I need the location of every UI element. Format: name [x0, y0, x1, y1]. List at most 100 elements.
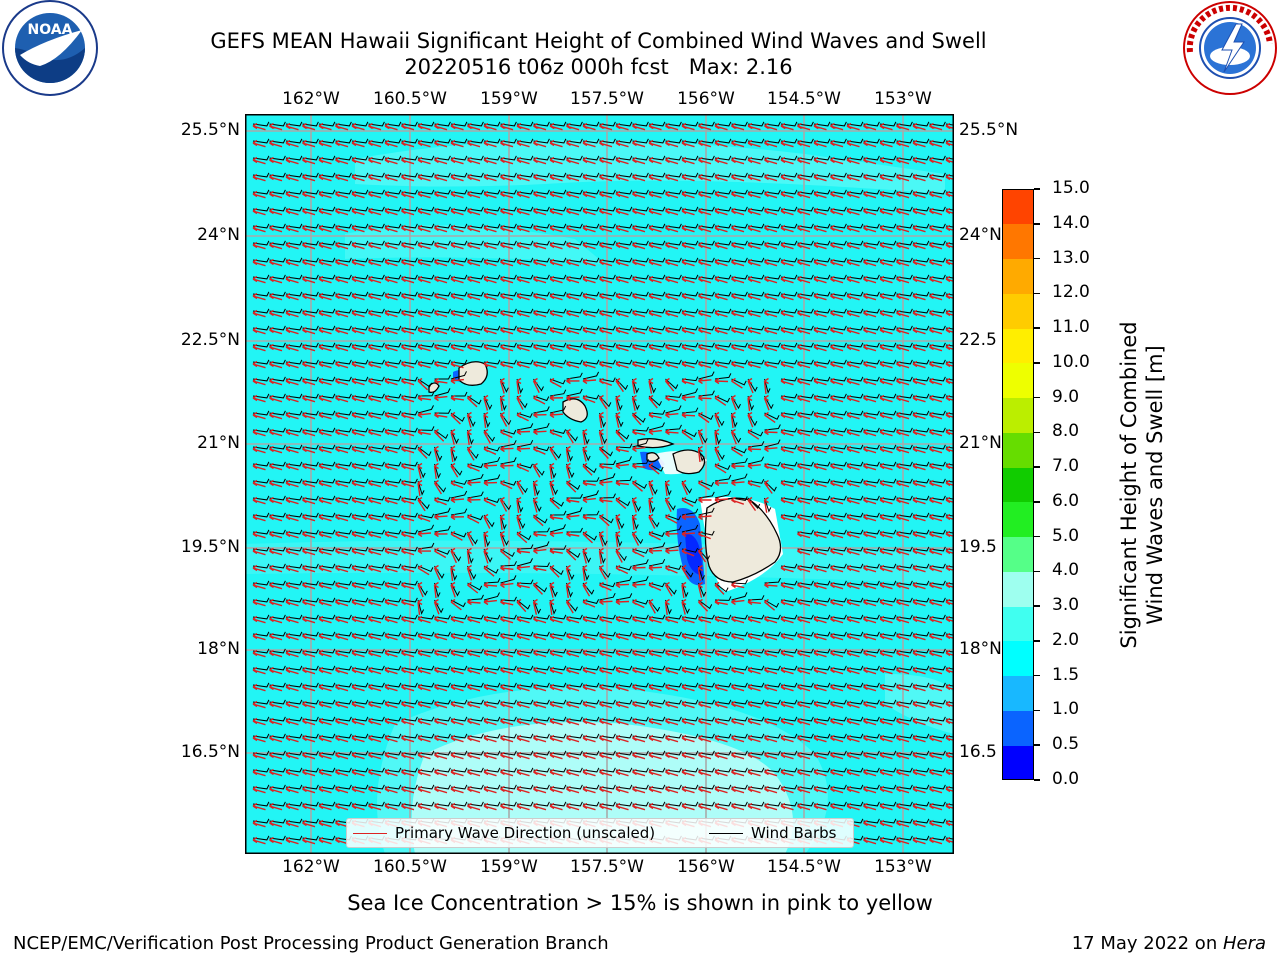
wind-barb: [450, 223, 468, 229]
colorbar-segment: [1003, 432, 1033, 468]
wind-barb: [450, 240, 468, 246]
wave-direction-arrow: [747, 309, 761, 318]
wave-direction-arrow: [945, 156, 954, 164]
colorbar-tick-mark: [1034, 431, 1040, 434]
wave-direction-arrow: [566, 547, 577, 561]
wind-barb: [252, 206, 270, 212]
wave-direction-arrow: [813, 122, 827, 131]
wind-barb: [599, 325, 616, 331]
wave-direction-arrow: [318, 275, 332, 284]
wind-barb: [714, 463, 731, 471]
wave-direction-arrow: [896, 122, 910, 131]
wind-barb: [417, 138, 435, 144]
wind-barb: [483, 577, 501, 584]
wind-barb: [896, 546, 913, 552]
wave-direction-arrow: [797, 258, 811, 267]
wind-barb: [549, 389, 567, 397]
wave-direction-arrow: [599, 479, 613, 487]
wind-barb: [665, 189, 682, 195]
wave-direction-arrow: [632, 224, 646, 233]
wave-direction-arrow: [813, 496, 827, 505]
wave-direction-arrow: [731, 292, 745, 301]
wave-direction-arrow: [368, 598, 382, 607]
nws-logo: [1178, 0, 1280, 100]
wave-direction-arrow: [681, 581, 687, 598]
wave-direction-arrow: [533, 411, 547, 419]
wind-barb: [384, 512, 402, 518]
wave-direction-arrow: [731, 139, 745, 148]
wind-barb: [252, 580, 270, 586]
wave-direction-arrow: [731, 190, 745, 199]
wind-barb: [797, 240, 814, 246]
wave-direction-arrow: [302, 581, 316, 590]
wave-direction-arrow: [764, 224, 778, 233]
wind-barb: [401, 529, 418, 535]
wave-direction-arrow: [318, 462, 332, 471]
wind-barb: [417, 405, 434, 414]
wave-direction-arrow: [318, 598, 332, 607]
footer-host: Hera: [1222, 933, 1266, 954]
wind-barb: [434, 429, 449, 440]
wave-direction-arrow: [780, 564, 794, 573]
wind-barb: [549, 463, 557, 479]
wave-direction-arrow: [681, 309, 695, 318]
wind-barb: [813, 223, 831, 229]
wind-barb: [500, 359, 517, 365]
wind-barb: [434, 359, 451, 365]
wave-direction-arrow: [797, 360, 811, 369]
wave-direction-arrow: [648, 547, 663, 555]
wind-barb: [401, 172, 418, 178]
wind-barb: [566, 463, 575, 479]
wave-direction-arrow: [269, 139, 283, 148]
lon-label-top: 157.5°W: [570, 89, 644, 109]
wave-direction-arrow: [252, 190, 266, 199]
wind-barb: [549, 274, 567, 280]
wave-direction-arrow: [945, 513, 954, 521]
wave-direction-arrow: [830, 224, 844, 233]
wind-barb: [731, 138, 748, 144]
wind-barb: [417, 599, 425, 615]
wave-direction-arrow: [302, 275, 316, 284]
wind-barb: [846, 155, 864, 161]
wind-barb: [830, 172, 847, 178]
wind-barb: [549, 359, 567, 365]
colorbar-tick-label: 7.0: [1052, 456, 1080, 477]
wave-direction-arrow: [318, 377, 332, 386]
wave-direction-arrow: [582, 241, 596, 250]
wind-barb: [912, 240, 930, 246]
wave-direction-arrow: [252, 309, 266, 318]
wind-barb: [599, 473, 616, 482]
wind-barb: [599, 189, 616, 195]
wave-direction-arrow: [285, 173, 299, 182]
wave-direction-arrow: [846, 292, 860, 301]
wave-direction-arrow: [302, 139, 316, 148]
wind-barb: [533, 121, 550, 127]
colorbar-tick-mark: [1034, 257, 1040, 260]
islands: [428, 361, 782, 583]
wave-direction-arrow: [846, 547, 860, 556]
wind-barb: [302, 172, 319, 178]
wave-direction-arrow: [516, 598, 527, 613]
wave-direction-arrow: [780, 411, 794, 420]
wave-direction-arrow: [417, 428, 431, 436]
wave-direction-arrow: [945, 377, 954, 385]
wind-barb: [384, 206, 402, 212]
wind-barb: [434, 525, 451, 533]
wind-barb: [269, 512, 286, 518]
wind-barb: [896, 189, 913, 195]
wave-direction-arrow: [764, 275, 778, 284]
lat-label-right: 18°N: [959, 639, 1002, 659]
wind-barb: [500, 189, 517, 195]
wind-barb: [846, 138, 864, 144]
wave-direction-arrow: [648, 428, 662, 436]
wind-barb: [285, 597, 303, 603]
wind-barb: [863, 393, 880, 399]
wind-barb: [780, 461, 798, 467]
wave-direction-arrow: [631, 411, 642, 426]
wave-direction-arrow: [500, 360, 514, 369]
wind-barb: [615, 395, 623, 411]
wind-barb: [681, 376, 699, 382]
wave-direction-arrow: [764, 156, 778, 165]
wind-barb: [681, 223, 699, 229]
wind-barb: [500, 548, 515, 558]
